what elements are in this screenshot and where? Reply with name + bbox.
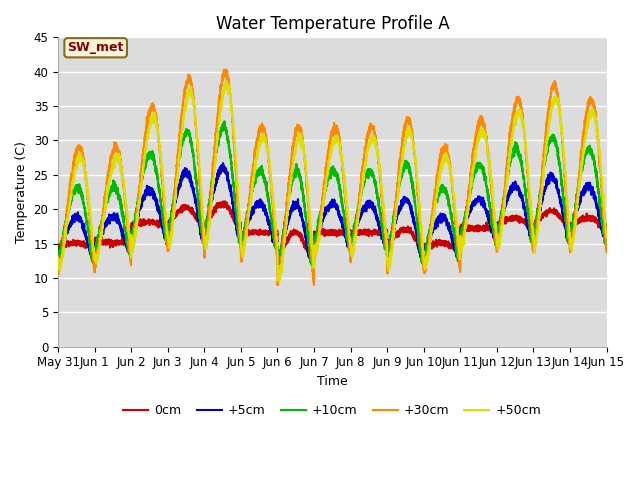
+5cm [602, 230, 610, 236]
Text: SW_met: SW_met [67, 41, 124, 54]
+30cm [54, 268, 62, 274]
Legend: 0cm, +5cm, +10cm, +30cm, +50cm: 0cm, +5cm, +10cm, +30cm, +50cm [118, 399, 547, 422]
Y-axis label: Temperature (C): Temperature (C) [15, 141, 28, 243]
0cm [54, 241, 62, 247]
0cm [221, 198, 229, 204]
0cm [603, 223, 611, 229]
Line: +30cm: +30cm [58, 70, 607, 285]
Line: 0cm: 0cm [58, 201, 607, 251]
+10cm [425, 229, 433, 235]
+5cm [153, 200, 161, 206]
+10cm [221, 119, 228, 124]
Line: +5cm: +5cm [58, 163, 607, 257]
+30cm [425, 242, 433, 248]
0cm [456, 247, 463, 253]
+5cm [87, 254, 95, 260]
+50cm [486, 168, 494, 173]
Title: Water Temperature Profile A: Water Temperature Profile A [216, 15, 449, 33]
+30cm [456, 262, 463, 267]
0cm [602, 223, 610, 228]
+10cm [486, 210, 494, 216]
+50cm [602, 229, 610, 235]
+30cm [222, 67, 230, 72]
+5cm [603, 230, 611, 236]
0cm [153, 220, 161, 226]
+30cm [603, 250, 611, 255]
Line: +50cm: +50cm [58, 81, 607, 282]
0cm [486, 226, 494, 232]
+50cm [54, 257, 62, 263]
+50cm [603, 233, 611, 239]
+5cm [486, 219, 494, 225]
+5cm [54, 253, 62, 259]
+10cm [602, 235, 610, 241]
+10cm [54, 254, 62, 260]
+50cm [153, 124, 161, 130]
+10cm [456, 258, 463, 264]
+5cm [220, 160, 227, 166]
+50cm [275, 279, 283, 285]
+50cm [425, 243, 433, 249]
+50cm [312, 251, 320, 256]
+10cm [312, 232, 320, 238]
+50cm [222, 78, 230, 84]
+10cm [603, 232, 611, 238]
0cm [274, 248, 282, 253]
0cm [312, 231, 320, 237]
X-axis label: Time: Time [317, 375, 348, 388]
+30cm [274, 282, 282, 288]
Line: +10cm: +10cm [58, 121, 607, 264]
+50cm [456, 248, 463, 253]
+10cm [153, 172, 161, 178]
+5cm [312, 231, 320, 237]
+10cm [274, 261, 282, 267]
+5cm [425, 240, 433, 246]
0cm [425, 240, 433, 246]
+30cm [486, 179, 494, 184]
+5cm [456, 252, 463, 258]
+30cm [602, 246, 610, 252]
+30cm [312, 247, 320, 252]
+30cm [153, 116, 161, 122]
